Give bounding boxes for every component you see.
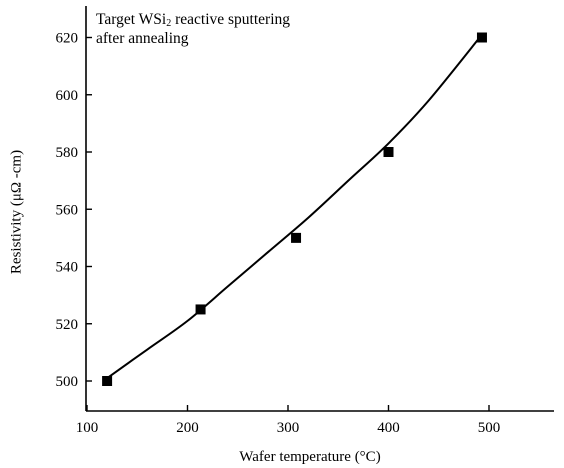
fit-curve-layer [106,34,483,379]
fit-curve [106,34,483,379]
annotation-subscript: 2 [166,18,172,29]
x-tick-label: 200 [176,420,199,436]
x-tick-label: 100 [76,420,99,436]
data-point [102,376,113,386]
ticks: 100 200 300 400 500 500 520 540 560 580 600 620 [56,31,501,437]
x-tick-label: 500 [478,420,501,436]
chart-annotation: Target WSi2 reactive sputtering after an… [96,10,290,48]
annotation-line-2: after annealing [96,30,189,47]
x-tick-label: 400 [377,420,400,436]
annotation-text-prefix: Target WSi [96,11,167,28]
y-axis-label: Resistivity (μΩ -cm) [8,149,25,275]
axes [85,6,554,412]
x-axis-label: Wafer temperature (°C) [239,449,381,465]
y-tick-label: 540 [56,260,79,276]
data-point [291,232,302,243]
data-points-layer [102,32,487,386]
data-point [476,32,487,43]
data-point [383,147,394,157]
y-tick-label: 520 [56,317,79,333]
y-tick-label: 620 [56,31,79,47]
data-point [195,304,206,315]
x-tick-label: 300 [277,420,300,436]
annotation-text-suffix: reactive sputtering [171,11,291,28]
y-tick-label: 500 [56,374,79,390]
y-tick-label: 580 [56,145,79,161]
y-tick-label: 560 [56,202,79,218]
annotation-line-1: Target WSi2 reactive sputtering [96,10,290,29]
y-tick-label: 600 [56,88,79,104]
